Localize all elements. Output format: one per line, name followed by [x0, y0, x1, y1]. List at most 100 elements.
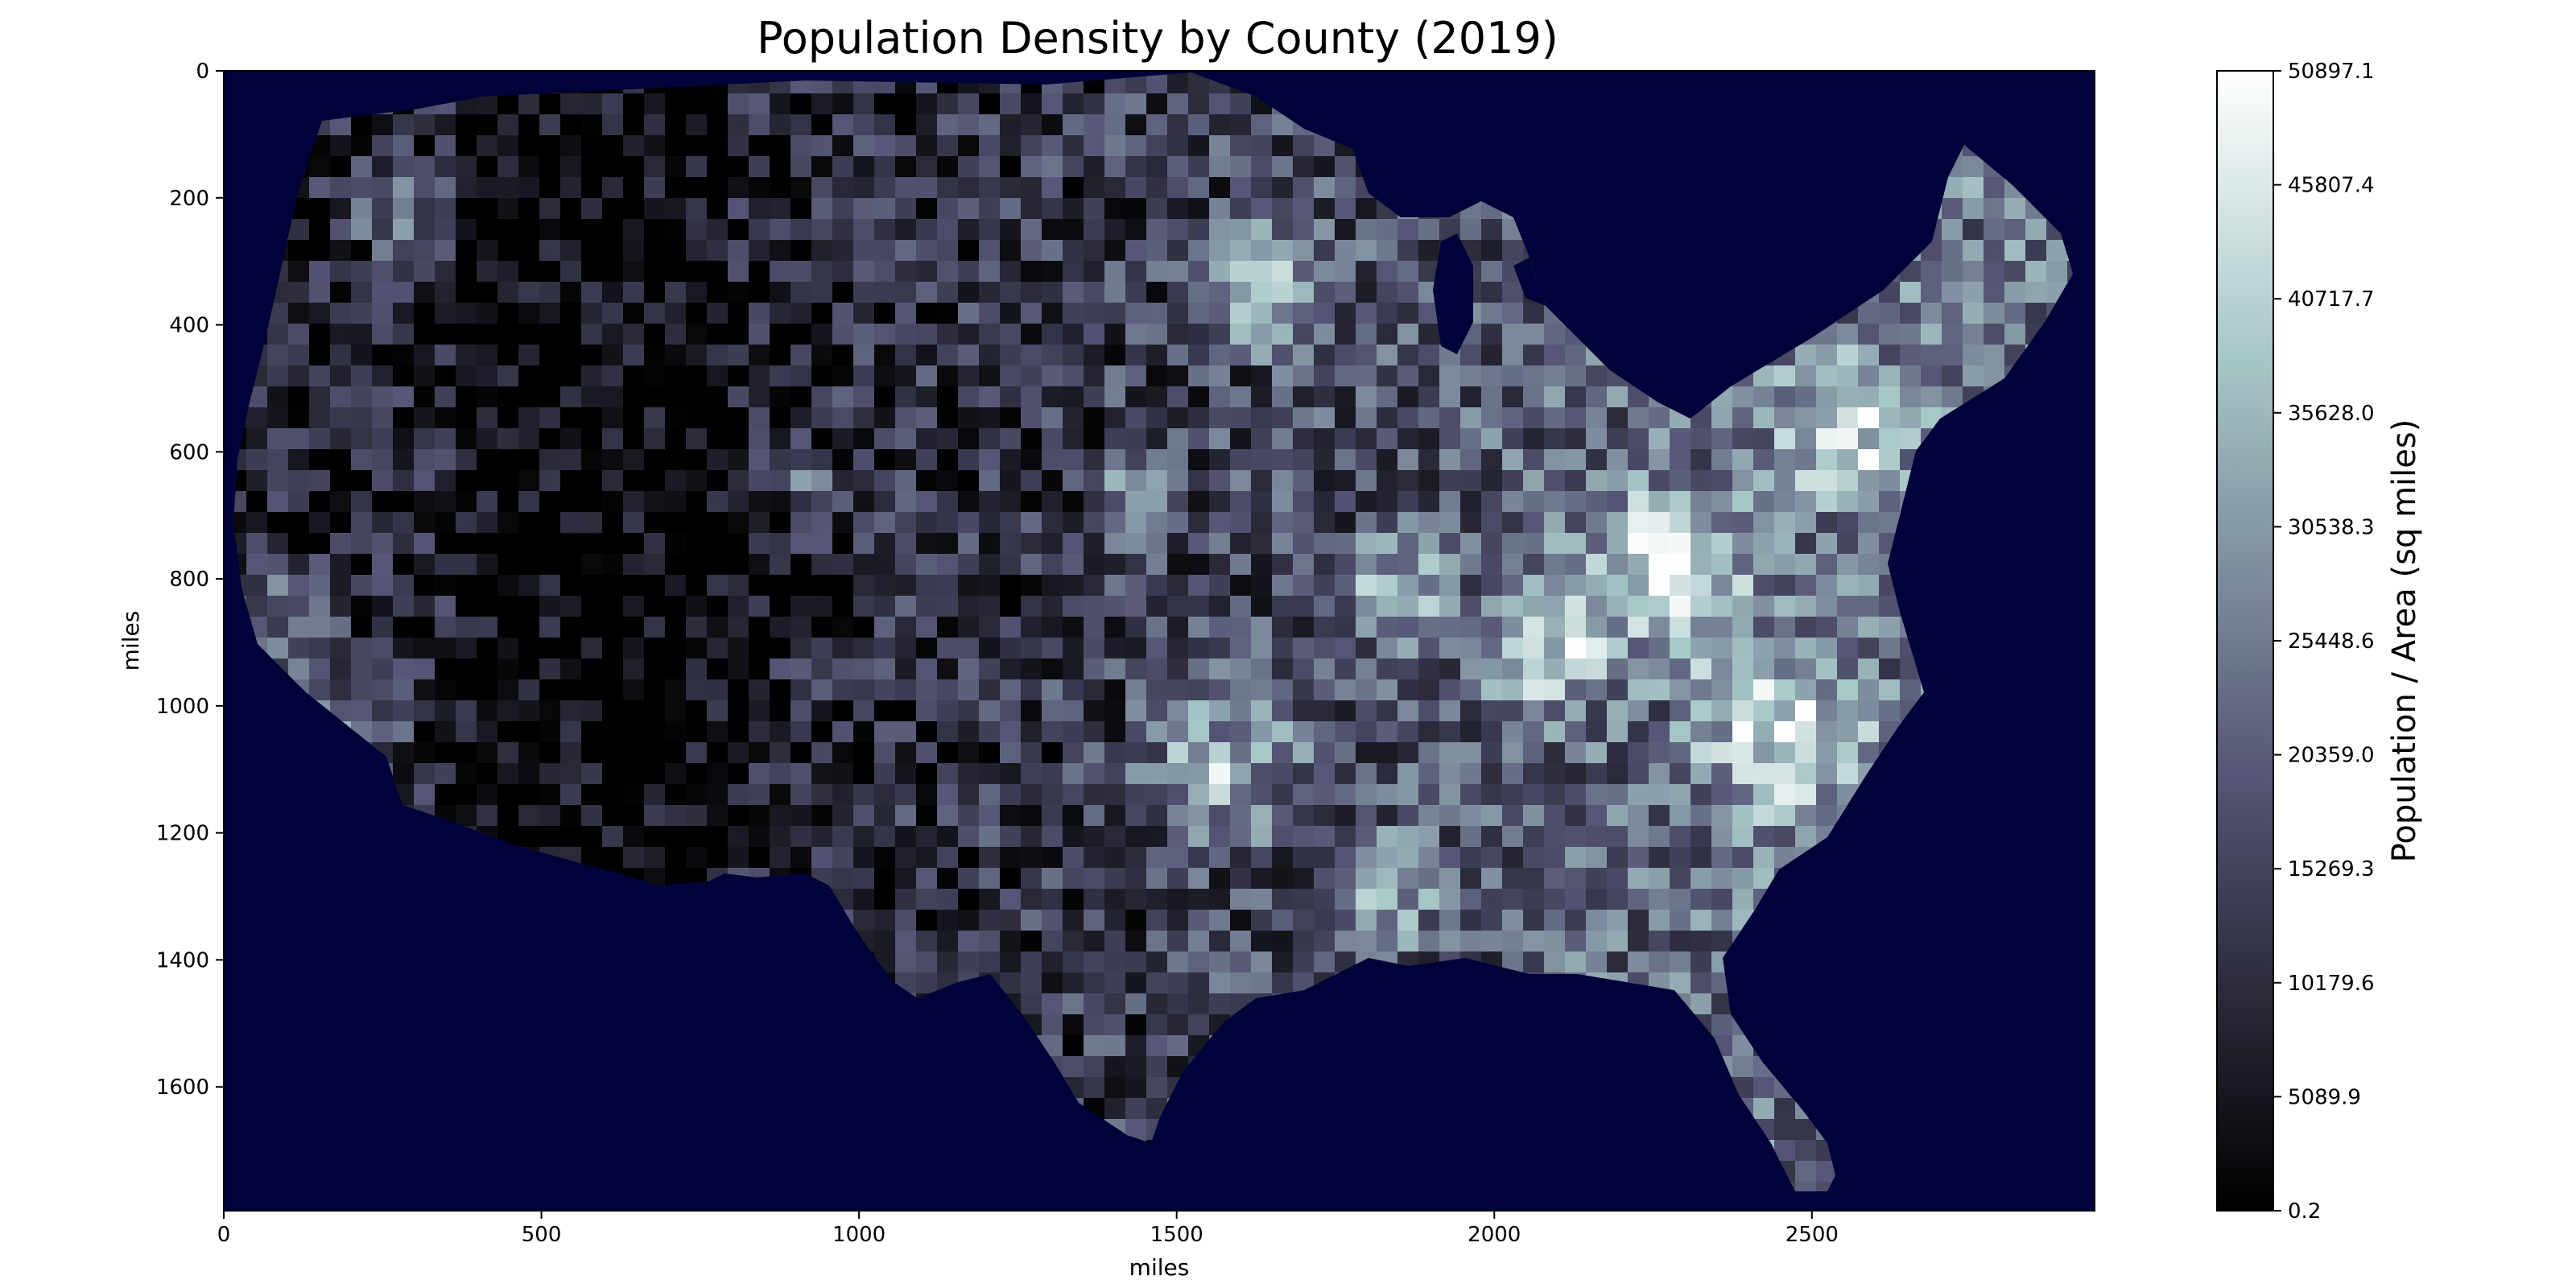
county-cell — [497, 512, 521, 536]
county-cell — [1377, 365, 1397, 387]
county-cell — [1230, 910, 1254, 934]
county-cell — [414, 114, 439, 138]
county-cell — [1460, 533, 1484, 555]
county-cell — [916, 365, 938, 386]
county-cell — [1607, 721, 1630, 745]
county-cell — [1063, 1056, 1085, 1077]
county-cell — [1167, 679, 1189, 701]
county-cell — [267, 470, 291, 491]
county-cell — [1188, 261, 1210, 283]
county-cell — [1063, 617, 1085, 638]
county-cell — [1356, 449, 1380, 473]
county-cell — [1858, 596, 1880, 620]
county-cell — [497, 93, 518, 115]
county-cell — [874, 93, 897, 116]
county-cell — [581, 365, 605, 390]
county-cell — [1251, 240, 1274, 263]
county-cell — [1544, 679, 1566, 704]
county-cell — [895, 428, 919, 451]
county-cell — [644, 470, 668, 494]
county-cell — [1481, 303, 1505, 324]
county-cell — [1921, 282, 1942, 303]
county-cell — [1084, 93, 1104, 114]
county-cell — [1795, 638, 1816, 662]
county-cell — [1188, 889, 1211, 913]
county-cell — [937, 952, 959, 974]
county-cell — [1167, 156, 1191, 179]
county-cell — [749, 240, 771, 265]
county-cell — [1544, 575, 1567, 598]
county-cell — [1125, 324, 1150, 349]
county-cell — [1167, 135, 1191, 160]
county-cell — [1418, 470, 1442, 493]
county-cell — [770, 679, 791, 701]
county-cell — [895, 952, 918, 974]
county-cell — [1209, 993, 1232, 1017]
county-cell — [1607, 554, 1631, 576]
county-cell — [393, 324, 414, 347]
county-cell — [2004, 282, 2029, 303]
county-cell — [665, 554, 687, 577]
county-cell — [874, 198, 898, 219]
county-cell — [1293, 261, 1317, 284]
county-cell — [958, 763, 980, 787]
county-cell — [1021, 554, 1045, 578]
county-cell — [749, 135, 771, 160]
county-cell — [539, 282, 562, 304]
county-cell — [916, 512, 939, 535]
county-cell — [1042, 952, 1063, 972]
county-cell — [1272, 407, 1294, 430]
county-cell — [267, 512, 291, 535]
county-cell — [707, 596, 729, 618]
county-cell — [623, 365, 648, 390]
county-cell — [853, 617, 877, 638]
county-cell — [477, 428, 498, 449]
county-cell — [1377, 407, 1400, 431]
county-cell — [811, 617, 834, 640]
x-tick-label: 2500 — [1785, 1223, 1839, 1247]
county-cell — [1000, 554, 1023, 576]
county-cell — [811, 805, 835, 828]
county-cell — [1021, 324, 1042, 345]
county-cell — [916, 721, 938, 744]
county-cell — [853, 365, 876, 387]
county-cell — [958, 219, 980, 240]
county-cell — [1293, 365, 1317, 388]
county-cell — [1042, 658, 1065, 682]
county-cell — [1481, 763, 1504, 786]
county-cell — [958, 679, 981, 701]
county-cell — [351, 428, 375, 452]
county-cell — [1063, 533, 1084, 555]
county-cell — [707, 658, 729, 679]
county-cell — [288, 491, 312, 515]
county-cell — [979, 847, 1002, 868]
county-cell — [1314, 198, 1338, 219]
county-cell — [497, 784, 521, 805]
county-cell — [1209, 889, 1231, 911]
y-tick-label: 1000 — [156, 695, 209, 719]
county-cell — [1711, 700, 1735, 721]
county-cell — [1544, 449, 1567, 470]
county-cell — [351, 135, 376, 159]
county-cell — [414, 658, 438, 683]
county-cell — [1377, 261, 1397, 283]
county-cell — [728, 219, 749, 243]
county-cell — [1607, 700, 1629, 724]
county-cell — [665, 679, 689, 704]
county-cell — [456, 491, 479, 514]
county-cell — [2025, 240, 2049, 265]
county-cell — [1146, 1035, 1170, 1057]
county-cell — [1837, 700, 1861, 724]
county-cell — [1104, 282, 1126, 306]
county-cell — [1481, 282, 1505, 303]
county-cell — [916, 575, 939, 599]
county-cell — [1732, 491, 1757, 515]
county-cell — [602, 177, 626, 200]
county-cell — [456, 135, 477, 157]
county-cell — [1502, 742, 1526, 764]
county-cell — [916, 889, 939, 910]
county-cell — [874, 407, 898, 431]
county-cell — [1565, 847, 1586, 870]
county-cell — [1314, 533, 1337, 555]
